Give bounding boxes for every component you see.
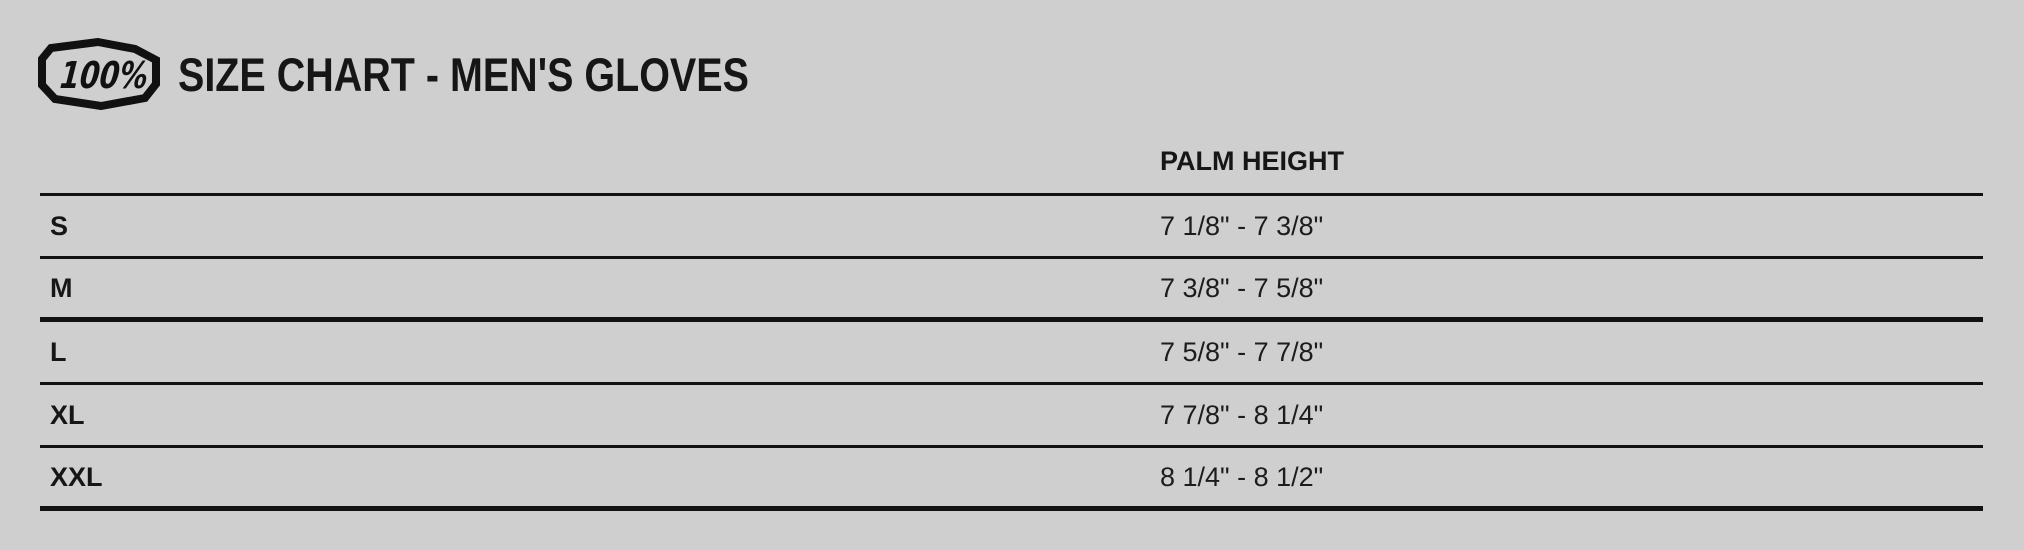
size-cell: M — [50, 272, 73, 303]
table-row-m: M 7 3/8" - 7 5/8" — [40, 259, 1983, 322]
logo-hexagon-icon: 100% — [38, 38, 160, 110]
table-row-xxl: XXL 8 1/4" - 8 1/2" — [40, 448, 1983, 511]
palm-height-cell: 7 3/8" - 7 5/8" — [1160, 272, 1324, 303]
brand-logo-100percent: 100% — [38, 38, 160, 110]
palm-height-cell: 8 1/4" - 8 1/2" — [1160, 461, 1324, 492]
column-header-palm-height: PALM HEIGHT — [1160, 146, 1344, 176]
size-cell: S — [50, 210, 69, 241]
size-chart-header: 100% SIZE CHART - MEN'S GLOVES — [38, 38, 858, 110]
size-cell: XL — [50, 399, 85, 430]
logo-hexagon-shape — [38, 38, 160, 110]
table-row-xl: XL 7 7/8" - 8 1/4" — [40, 385, 1983, 448]
palm-height-cell: 7 5/8" - 7 7/8" — [1160, 336, 1324, 367]
page-title: SIZE CHART - MEN'S GLOVES — [178, 47, 749, 101]
table-header-row: PALM HEIGHT — [40, 130, 1983, 196]
table-row-s: S 7 1/8" - 7 3/8" — [40, 196, 1983, 259]
logo-text: 100% — [55, 54, 154, 97]
palm-height-cell: 7 7/8" - 8 1/4" — [1160, 399, 1324, 430]
size-chart-table: PALM HEIGHT S 7 1/8" - 7 3/8" M 7 3/8" -… — [40, 130, 1983, 511]
size-cell: L — [50, 336, 67, 367]
palm-height-cell: 7 1/8" - 7 3/8" — [1160, 210, 1324, 241]
size-cell: XXL — [50, 461, 103, 492]
table-row-l: L 7 5/8" - 7 7/8" — [40, 322, 1983, 385]
